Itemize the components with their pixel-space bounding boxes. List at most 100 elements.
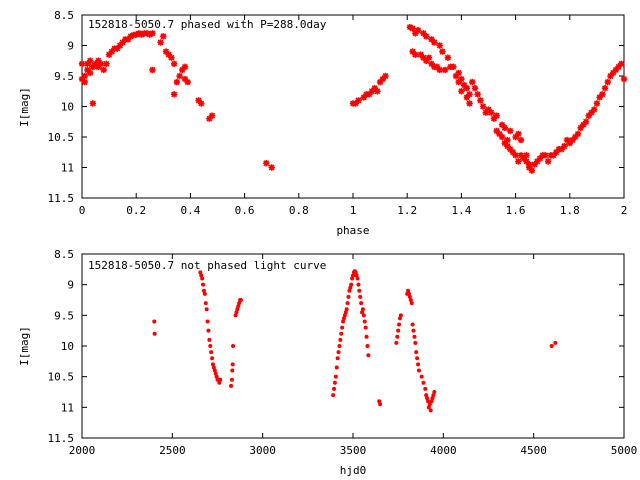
- data-point: [211, 365, 216, 370]
- x-tick-label: 3500: [340, 444, 367, 457]
- data-point: [333, 374, 338, 379]
- data-point: [348, 285, 353, 290]
- data-point: [496, 130, 503, 138]
- data-point: [356, 282, 361, 287]
- data-point: [534, 158, 541, 165]
- data-point: [379, 75, 387, 83]
- data-point: [615, 63, 622, 71]
- data-point: [362, 319, 367, 324]
- data-point: [335, 356, 340, 361]
- data-point: [201, 282, 206, 287]
- data-point: [455, 78, 462, 86]
- data-point: [485, 106, 492, 113]
- data-point: [515, 130, 522, 138]
- chart-title: 152818-5050.7 not phased light curve: [88, 259, 326, 272]
- data-point: [428, 60, 435, 67]
- data-point: [205, 319, 210, 324]
- data-point: [493, 127, 500, 135]
- x-axis-label: hjd0: [340, 464, 367, 477]
- data-point: [422, 57, 430, 64]
- data-point: [105, 51, 113, 58]
- data-point: [504, 142, 511, 150]
- data-point: [523, 152, 530, 159]
- data-point: [413, 340, 418, 345]
- data-point: [612, 66, 620, 74]
- data-point: [217, 380, 222, 385]
- data-point: [569, 136, 576, 144]
- data-point: [360, 310, 365, 315]
- data-point: [341, 316, 346, 321]
- data-point: [149, 66, 156, 74]
- data-point: [181, 75, 189, 83]
- data-point: [233, 313, 238, 318]
- x-tick-label: 2000: [69, 444, 96, 457]
- data-point: [81, 78, 88, 86]
- data-point: [439, 48, 446, 55]
- data-point: [355, 97, 362, 104]
- data-point: [378, 402, 383, 407]
- y-tick-label: 10.5: [48, 371, 75, 384]
- data-point: [479, 103, 487, 110]
- data-point: [152, 319, 157, 324]
- data-point: [427, 402, 432, 407]
- data-point: [382, 72, 389, 80]
- data-point: [208, 112, 216, 119]
- data-point: [411, 328, 416, 333]
- data-point: [114, 45, 121, 52]
- data-point: [162, 48, 170, 55]
- y-axis-label: I[mag]: [18, 326, 31, 366]
- x-tick-label: 0.2: [126, 204, 146, 217]
- data-point: [409, 301, 414, 306]
- data-point: [207, 337, 212, 342]
- data-point: [469, 78, 476, 86]
- data-point: [376, 78, 384, 86]
- data-point: [471, 85, 479, 92]
- data-point: [558, 146, 565, 153]
- data-point: [195, 97, 202, 104]
- x-tick-label: 1.4: [451, 204, 471, 217]
- x-axis-label: phase: [336, 224, 369, 237]
- data-point: [396, 328, 401, 333]
- data-point: [425, 396, 430, 401]
- data-point: [203, 301, 208, 306]
- data-point: [498, 133, 506, 141]
- data-point: [234, 310, 239, 315]
- x-tick-label: 0.8: [289, 204, 309, 217]
- data-point: [143, 30, 151, 37]
- data-point: [184, 78, 191, 86]
- data-point: [78, 75, 86, 83]
- data-point: [414, 350, 419, 355]
- data-point: [620, 75, 628, 83]
- data-point: [397, 316, 402, 321]
- data-point: [371, 85, 378, 92]
- data-point: [366, 353, 371, 358]
- data-point: [100, 66, 107, 74]
- data-point: [609, 69, 617, 77]
- data-point: [409, 48, 416, 55]
- data-point: [146, 31, 153, 38]
- data-point: [347, 288, 352, 293]
- data-point: [208, 344, 213, 348]
- data-point: [420, 30, 427, 37]
- data-point: [357, 288, 362, 293]
- data-point: [553, 340, 558, 345]
- data-point: [359, 301, 364, 306]
- data-point: [566, 139, 573, 147]
- x-tick-label: 2500: [159, 444, 186, 457]
- data-point: [525, 161, 533, 168]
- y-tick-label: 8.5: [54, 248, 74, 261]
- data-point: [395, 334, 400, 339]
- data-point: [544, 158, 552, 165]
- data-point: [531, 161, 538, 168]
- data-point: [345, 301, 350, 306]
- points-group: [152, 269, 558, 413]
- data-point: [92, 60, 99, 67]
- data-point: [590, 106, 598, 113]
- data-point: [509, 149, 517, 156]
- data-point: [363, 325, 368, 330]
- data-point: [429, 399, 434, 404]
- data-point: [199, 273, 204, 278]
- data-point: [416, 362, 421, 367]
- data-point: [523, 158, 530, 165]
- y-tick-label: 9: [67, 279, 74, 292]
